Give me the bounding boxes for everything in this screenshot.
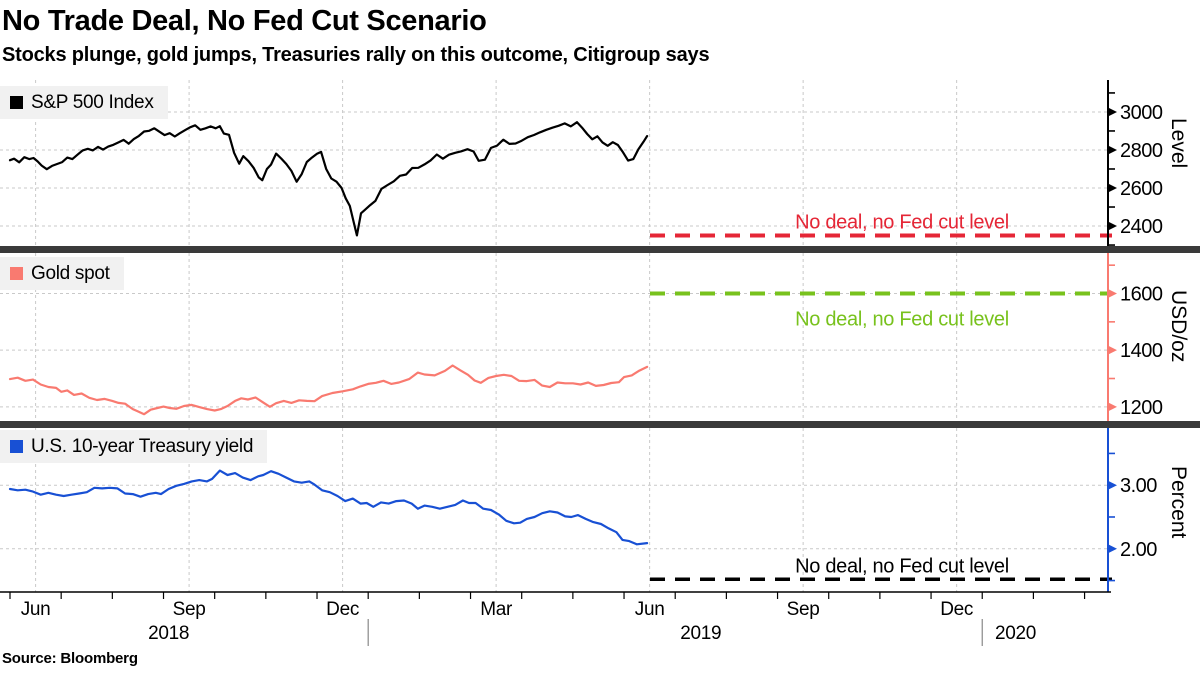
x-quarter-label: Sep xyxy=(787,599,820,620)
sp500-y-major-tick xyxy=(1108,221,1117,231)
sp500-target-label: No deal, no Fed cut level xyxy=(795,212,1009,234)
sp500-y-tick-label: 3000 xyxy=(1120,102,1163,124)
x-quarter-label: Sep xyxy=(173,599,206,620)
legend-sp500-label: S&P 500 Index xyxy=(31,91,154,113)
x-quarter-label: Dec xyxy=(326,599,359,620)
x-year-label: 2019 xyxy=(680,623,721,644)
treasury-y-tick-label: 3.00 xyxy=(1120,475,1157,497)
gold-y-major-tick xyxy=(1108,289,1117,299)
x-year-label: 2020 xyxy=(995,623,1036,644)
gold-series-line xyxy=(8,364,649,416)
sp500-swatch-icon xyxy=(10,96,23,109)
legend-gold-label: Gold spot xyxy=(31,262,110,284)
gold-y-tick-label: 1600 xyxy=(1120,284,1163,306)
treasury-y-major-tick xyxy=(1108,544,1117,554)
sp500-y-tick-label: 2600 xyxy=(1120,178,1163,200)
yaxis-title-percent: Percent xyxy=(1167,466,1190,539)
yaxis-title-usdoz: USD/oz xyxy=(1167,290,1190,363)
source-label: Source: Bloomberg xyxy=(2,650,138,667)
sp500-y-major-tick xyxy=(1108,107,1117,117)
x-quarter-label: Dec xyxy=(940,599,973,620)
legend-treasury: U.S. 10-year Treasury yield xyxy=(0,430,268,463)
x-quarter-label: Jun xyxy=(635,599,665,620)
legend-gold: Gold spot xyxy=(0,257,124,290)
treasury-y-tick-label: 2.00 xyxy=(1120,539,1157,561)
treasury-y-major-tick xyxy=(1108,480,1117,490)
sp500-y-tick-label: 2800 xyxy=(1120,140,1163,162)
sp500-y-major-tick xyxy=(1108,183,1117,193)
legend-sp500: S&P 500 Index xyxy=(0,86,168,119)
gold-y-major-tick xyxy=(1108,402,1117,412)
panel-divider xyxy=(0,246,1200,253)
page-title: No Trade Deal, No Fed Cut Scenario xyxy=(2,5,487,37)
gold-y-major-tick xyxy=(1108,345,1117,355)
sp500-series-line xyxy=(8,121,649,237)
treasury-target-label: No deal, no Fed cut level xyxy=(795,555,1009,577)
legend-treasury-label: U.S. 10-year Treasury yield xyxy=(31,435,254,457)
gold-target-label: No deal, no Fed cut level xyxy=(795,309,1009,331)
x-year-label: 2018 xyxy=(148,623,189,644)
yaxis-title-level: Level xyxy=(1167,118,1190,169)
gold-swatch-icon xyxy=(10,267,23,280)
gold-y-tick-label: 1200 xyxy=(1120,397,1163,419)
sp500-y-tick-label: 2400 xyxy=(1120,216,1163,238)
treasury-swatch-icon xyxy=(10,440,23,453)
x-quarter-label: Mar xyxy=(480,599,513,620)
panel-divider xyxy=(0,421,1200,428)
gold-y-tick-label: 1400 xyxy=(1120,340,1163,362)
page-subtitle: Stocks plunge, gold jumps, Treasuries ra… xyxy=(2,44,710,66)
sp500-y-major-tick xyxy=(1108,145,1117,155)
treasury-series-line xyxy=(8,469,649,546)
x-quarter-label: Jun xyxy=(21,599,51,620)
